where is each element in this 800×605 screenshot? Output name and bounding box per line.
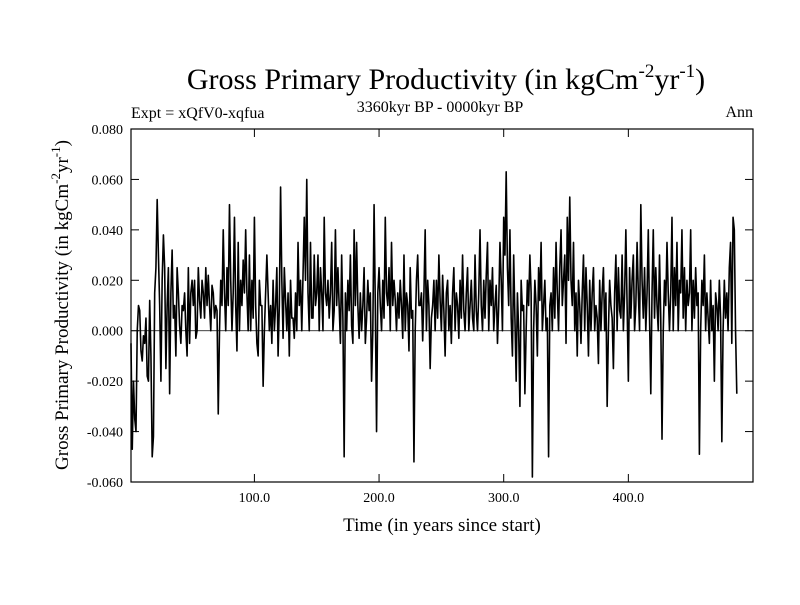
y-tick-label: 0.080 <box>92 123 124 138</box>
y-tick-label: -0.060 <box>87 476 123 491</box>
gpp-series-line <box>130 171 738 478</box>
experiment-label: Expt = xQfV0-xqfua <box>131 105 264 122</box>
x-tick-label: 200.0 <box>363 491 395 506</box>
y-tick-label: -0.020 <box>87 375 123 390</box>
y-tick-label: -0.040 <box>87 426 123 441</box>
y-axis-ticks: -0.060 -0.040 -0.020 0.000 0.020 0.040 0.060 0.… <box>87 123 753 491</box>
x-axis-label: Time (in years since start) <box>343 515 541 536</box>
period-label: 3360kyr BP - 0000kyr BP <box>357 99 524 116</box>
x-tick-label: 400.0 <box>613 491 645 506</box>
plot-frame <box>130 128 754 483</box>
x-tick-label: 300.0 <box>488 491 520 506</box>
y-tick-label: 0.060 <box>92 173 124 188</box>
season-label: Ann <box>725 104 753 121</box>
chart-title: Gross Primary Productivity (in kgCm-2yr-… <box>187 61 705 96</box>
y-tick-label: 0.000 <box>92 325 124 340</box>
y-axis-label: Gross Primary Productivity (in kgCm-2yr-… <box>48 140 73 470</box>
y-tick-label: 0.040 <box>92 224 124 239</box>
x-tick-label: 100.0 <box>239 491 271 506</box>
y-tick-label: 0.020 <box>92 274 124 289</box>
x-axis-ticks: 100.0 200.0 300.0 400.0 <box>239 129 644 506</box>
